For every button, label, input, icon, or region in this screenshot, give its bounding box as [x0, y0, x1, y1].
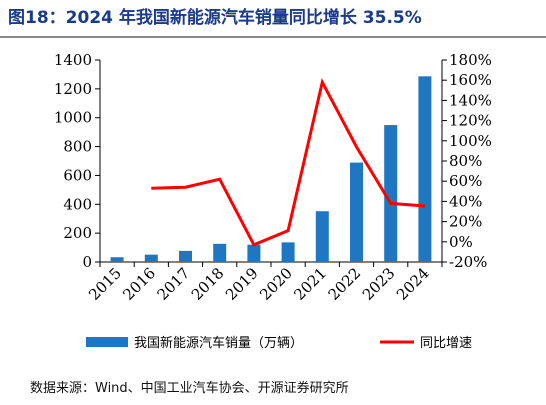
x-tick-label-2021: 2021 [290, 264, 330, 304]
right-axis-tick-label: 80% [449, 152, 482, 170]
right-axis-tick-label: 0% [449, 233, 473, 251]
right-axis-tick-label: 60% [449, 172, 482, 190]
x-tick-label-2022: 2022 [325, 264, 365, 304]
right-axis-tick-label: 160% [449, 71, 492, 89]
x-tick-label-2023: 2023 [359, 264, 399, 304]
legend-label-bar: 我国新能源汽车销量（万辆） [134, 335, 303, 351]
x-tick-label-2018: 2018 [188, 264, 228, 304]
right-axis-tick-label: 140% [449, 91, 492, 109]
left-axis-tick-label: 1000 [54, 109, 92, 127]
chart-legend: 我国新能源汽车销量（万辆） 同比增速 [86, 335, 472, 351]
bar-2024 [418, 76, 432, 262]
x-tick-label-2016: 2016 [119, 264, 159, 304]
x-tick-label-2020: 2020 [256, 264, 296, 304]
figure-title: 图18：2024 年我国新能源汽车销量同比增长 35.5% [8, 8, 422, 28]
bar-2018 [213, 243, 227, 262]
left-axis-tick-label: 600 [63, 166, 92, 184]
right-axis-tick-label: -20% [449, 253, 487, 271]
bar-2022 [350, 162, 363, 262]
x-tick-label-2017: 2017 [154, 264, 194, 304]
sales-growth-chart: 0 200 400 600 800 1000 1200 1400 -20% 0% 20% 40% 60%… [54, 51, 492, 351]
bar-2019 [247, 244, 261, 262]
line-series [151, 77, 426, 247]
left-axis-tick-label: 200 [63, 224, 92, 242]
left-axis-tick-label: 1400 [54, 51, 92, 69]
bar-2023 [384, 125, 398, 262]
right-axis-tick-label: 100% [449, 132, 492, 150]
left-axis-tick-label: 1200 [54, 80, 92, 98]
right-axis-tick-label: 20% [449, 213, 482, 231]
left-axis-tick-label: 800 [63, 138, 92, 156]
chart-axes: 0 200 400 600 800 1000 1200 1400 -20% 0% 20% 40% 60%… [54, 51, 492, 271]
left-axis-tick-label: 0 [82, 253, 92, 271]
bar-2020 [281, 242, 295, 262]
bar-2015 [110, 257, 124, 262]
right-axis-tick-label: 40% [449, 192, 482, 210]
right-axis-tick-label: 180% [449, 51, 492, 69]
title-divider [0, 36, 546, 38]
bar-2016 [144, 254, 158, 262]
legend-swatch-bar [86, 337, 128, 347]
bar-2017 [179, 250, 192, 262]
growth-rate-line [151, 77, 426, 247]
right-axis-tick-label: 120% [449, 112, 492, 130]
left-axis-tick-label: 400 [63, 195, 92, 213]
x-tick-label-2024: 2024 [393, 264, 433, 304]
x-tick-label-2019: 2019 [222, 264, 262, 304]
bar-2021 [315, 211, 329, 262]
bar-series [110, 76, 432, 262]
legend-label-line: 同比增速 [420, 336, 472, 351]
data-source-note: 数据来源：Wind、中国工业汽车协会、开源证券研究所 [30, 381, 349, 396]
